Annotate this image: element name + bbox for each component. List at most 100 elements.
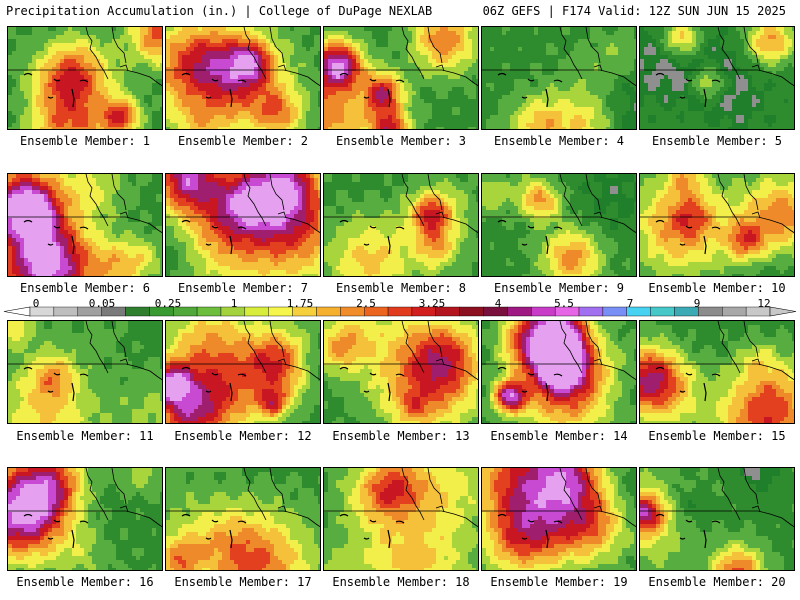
coastline	[283, 69, 320, 87]
model-run-info: 06Z GEFS | F174 Valid: 12Z SUN JUN 15 20…	[483, 4, 786, 18]
colorbar-tick-label: 3.25	[419, 297, 446, 310]
coastline	[757, 510, 794, 528]
coastline	[283, 216, 320, 234]
colorbar-swatch	[316, 306, 341, 317]
lake-outlines	[23, 366, 89, 402]
coastline	[559, 321, 603, 374]
lake-outlines	[497, 72, 563, 108]
coastline	[283, 510, 320, 528]
ensemble-member-map	[639, 173, 795, 277]
lake-outlines	[23, 72, 89, 108]
coastline	[717, 321, 761, 374]
precip-field	[324, 321, 478, 423]
coastline	[401, 468, 445, 521]
colorbar-tick-label: 7	[627, 297, 634, 310]
precip-field	[324, 468, 478, 570]
ensemble-member-caption: Ensemble Member: 5	[639, 134, 795, 148]
coastline	[599, 216, 636, 234]
ensemble-member-map	[165, 26, 321, 130]
ensemble-member-map	[481, 320, 637, 424]
ensemble-member-caption: Ensemble Member: 12	[165, 429, 321, 443]
ensemble-member-caption: Ensemble Member: 20	[639, 575, 795, 589]
ensemble-member-map	[323, 26, 479, 130]
coastline	[559, 27, 603, 80]
colorbar-tick-label: 12	[757, 297, 770, 310]
lake-outlines	[181, 219, 247, 255]
ensemble-member-caption: Ensemble Member: 7	[165, 281, 321, 295]
precip-field	[482, 174, 636, 276]
ensemble-member-map	[481, 173, 637, 277]
precip-field	[8, 27, 162, 129]
precip-field	[8, 174, 162, 276]
coastline	[243, 468, 287, 521]
precip-field	[324, 174, 478, 276]
ensemble-member-caption: Ensemble Member: 17	[165, 575, 321, 589]
lake-outlines	[339, 366, 405, 402]
coastline	[757, 363, 794, 381]
ensemble-member-map	[7, 320, 163, 424]
lake-outlines	[655, 72, 721, 108]
coastline	[717, 174, 761, 227]
lake-outlines	[23, 219, 89, 255]
ensemble-member-map	[639, 320, 795, 424]
coastline	[717, 27, 761, 80]
coastline	[125, 69, 162, 87]
colorbar-tick-label: 2.5	[356, 297, 376, 310]
ensemble-member-map	[481, 26, 637, 130]
colorbar-swatch	[602, 306, 627, 317]
ensemble-member-caption: Ensemble Member: 19	[481, 575, 637, 589]
lake-outlines	[181, 513, 247, 549]
colorbar-swatch	[578, 306, 604, 317]
ensemble-member-caption: Ensemble Member: 8	[323, 281, 479, 295]
precip-field	[8, 468, 162, 570]
coastline	[559, 174, 603, 227]
lake-outlines	[23, 513, 89, 549]
ensemble-member-caption: Ensemble Member: 13	[323, 429, 479, 443]
colorbar-swatch	[650, 306, 675, 317]
ensemble-member-caption: Ensemble Member: 6	[7, 281, 163, 295]
colorbar-swatch	[507, 306, 532, 317]
ensemble-member-caption: Ensemble Member: 18	[323, 575, 479, 589]
coastline	[757, 216, 794, 234]
colorbar-tick-label: 4	[495, 297, 502, 310]
ensemble-member-map	[639, 467, 795, 571]
lake-outlines	[655, 219, 721, 255]
coastline	[599, 510, 636, 528]
coastline	[441, 69, 478, 87]
coastline	[85, 321, 129, 374]
ensemble-member-caption: Ensemble Member: 3	[323, 134, 479, 148]
ensemble-member-map	[165, 173, 321, 277]
coastline	[243, 27, 287, 80]
colorbar-tick-label: 0	[33, 297, 40, 310]
ensemble-member-map	[7, 26, 163, 130]
ensemble-member-caption: Ensemble Member: 1	[7, 134, 163, 148]
colorbar-swatch	[387, 306, 413, 317]
colorbar-swatch	[459, 306, 484, 317]
coastline	[243, 321, 287, 374]
precip-field	[166, 174, 320, 276]
ensemble-member-caption: Ensemble Member: 11	[7, 429, 163, 443]
precip-field	[640, 321, 794, 423]
precip-field	[482, 468, 636, 570]
colorbar-swatch	[196, 306, 222, 317]
lake-outlines	[181, 366, 247, 402]
colorbar-tick-label: 1.75	[287, 297, 314, 310]
coastline	[441, 363, 478, 381]
ensemble-member-caption: Ensemble Member: 10	[639, 281, 795, 295]
coastline	[401, 321, 445, 374]
coastline	[599, 69, 636, 87]
precip-field	[166, 468, 320, 570]
ensemble-member-map	[165, 467, 321, 571]
coastline	[757, 69, 794, 87]
lake-outlines	[339, 72, 405, 108]
ensemble-member-map	[481, 467, 637, 571]
colorbar-swatch	[244, 306, 269, 317]
colorbar-tick-label: 9	[694, 297, 701, 310]
colorbar-tick-label: 5.5	[554, 297, 574, 310]
coastline	[283, 363, 320, 381]
ensemble-member-caption: Ensemble Member: 9	[481, 281, 637, 295]
lake-outlines	[339, 219, 405, 255]
colorbar-swatch	[722, 306, 747, 317]
coastline	[441, 510, 478, 528]
colorbar-swatch	[53, 306, 78, 317]
